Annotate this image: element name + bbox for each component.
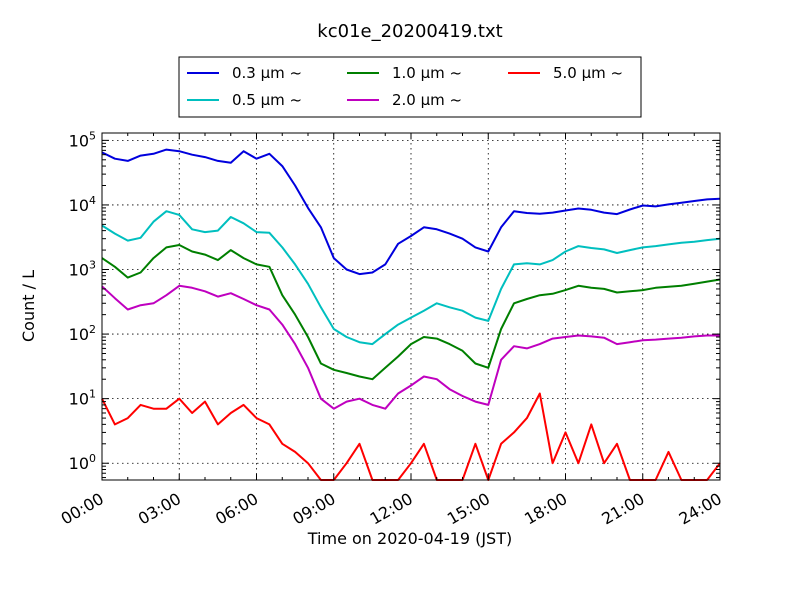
y-axis-title: Count / L: [19, 270, 38, 342]
y-tick-label: 101: [69, 388, 96, 409]
y-tick-label: 105: [69, 129, 96, 150]
x-tick-label: 18:00: [521, 489, 570, 529]
x-tick-label: 06:00: [212, 489, 261, 529]
series-line-1: [101, 148, 721, 276]
axis-ticks: [101, 133, 721, 480]
y-tick-label: 100: [69, 452, 96, 473]
series-line-2: [101, 210, 721, 346]
series-layer: [101, 148, 721, 481]
legend: 0.3 µm ~ 0.5 µm ~ 1.0 µm ~ 2.0 µm ~ 5.0 µm ~: [178, 56, 642, 118]
x-tick-label: 12:00: [367, 489, 416, 529]
series-line-5: [101, 392, 721, 481]
plot-frame: [101, 132, 721, 481]
legend-label: 5.0 µm ~: [553, 64, 623, 82]
series-line-4: [101, 284, 720, 410]
x-tick-label: 24:00: [676, 489, 725, 529]
legend-label: 1.0 µm ~: [392, 64, 462, 82]
legend-label: 0.3 µm ~: [232, 64, 302, 82]
legend-label: 2.0 µm ~: [392, 91, 462, 109]
y-tick-label: 103: [69, 259, 96, 280]
x-tick-label: 00:00: [58, 489, 107, 529]
legend-box: [178, 56, 642, 118]
x-axis-title: Time on 2020-04-19 (JST): [307, 529, 512, 548]
x-tick-label: 09:00: [289, 489, 338, 529]
x-tick-labels: 00:00 03:00 06:00 09:00 12:00 15:00 18:00 21:00…: [58, 489, 725, 529]
legend-label: 0.5 µm ~: [232, 91, 302, 109]
x-tick-label: 15:00: [444, 489, 493, 529]
y-tick-label: 104: [69, 194, 96, 215]
y-tick-labels: 100 101 102 103 104 105: [69, 129, 96, 473]
y-tick-label: 102: [69, 323, 96, 344]
x-tick-label: 21:00: [598, 489, 647, 529]
chart-title: kc01e_20200419.txt: [317, 21, 502, 42]
series-line-3: [101, 244, 721, 381]
grid: [102, 133, 720, 480]
x-tick-label: 03:00: [135, 489, 184, 529]
